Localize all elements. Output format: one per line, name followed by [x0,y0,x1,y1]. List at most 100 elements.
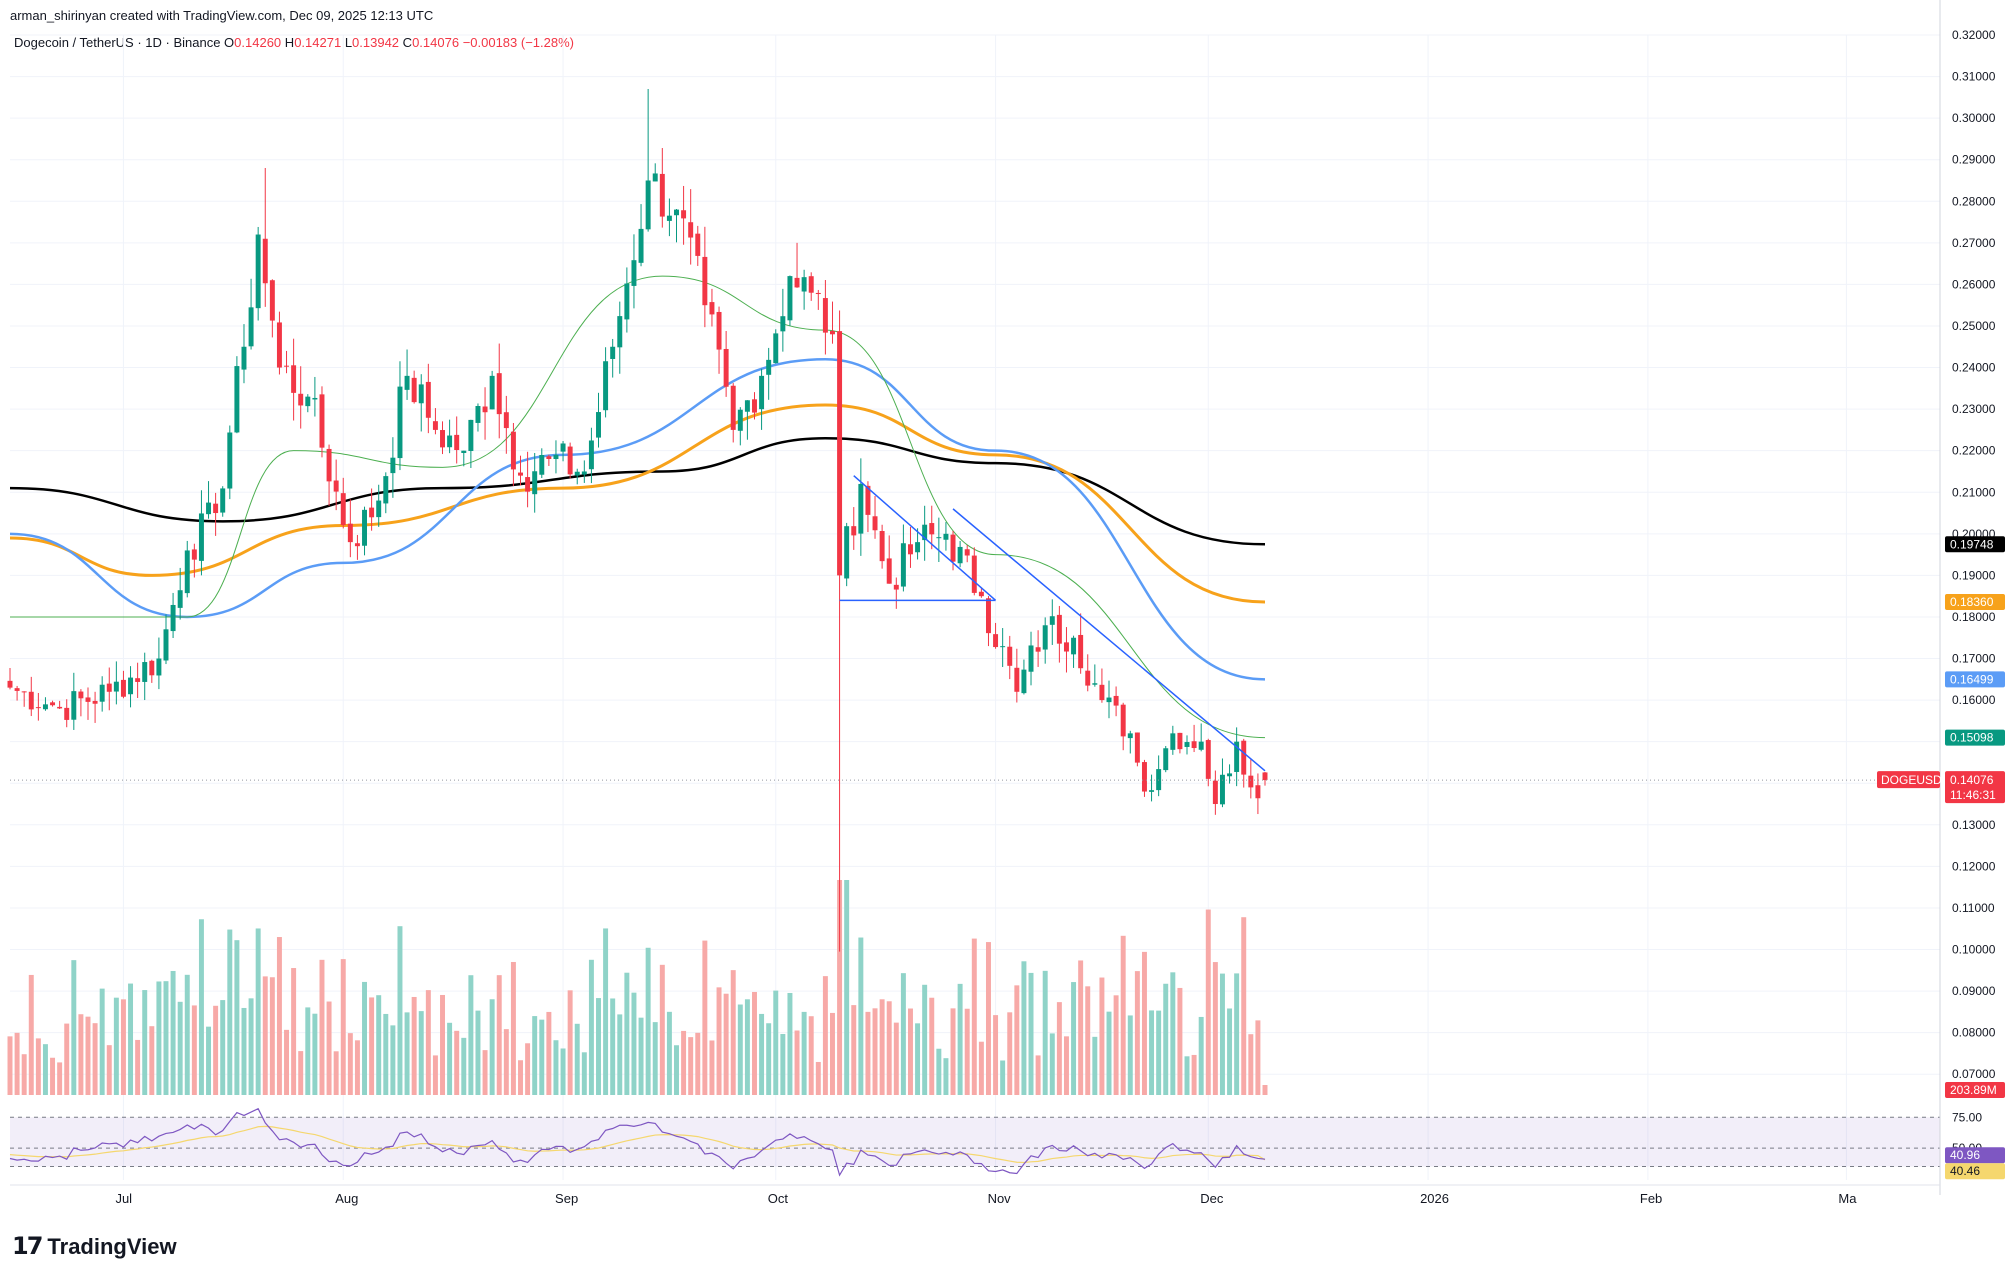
volume-bar [489,999,495,1095]
y-tick-label: 0.32000 [1952,28,1996,42]
tradingview-logo[interactable]: 𝟭𝟳 TradingView [12,1232,177,1261]
candle-body [936,537,942,539]
volume-bar [1078,960,1084,1095]
volume-bar [666,1011,672,1095]
volume-bar [106,1045,112,1095]
volume-bar [1156,1010,1162,1095]
trendlines [10,475,1940,781]
volume-bar [879,999,885,1095]
candle-body [709,302,715,315]
volume-bar [234,940,240,1095]
volume-bar [1241,917,1247,1095]
volume-bar [659,964,665,1095]
y-tick-label: 0.12000 [1952,859,1996,873]
volume-bar [744,999,750,1095]
volume-bar [766,1023,772,1095]
candle-body [773,333,779,364]
candle-body [298,393,304,406]
volume-bar [865,1011,871,1095]
high-label: H [284,35,295,50]
volume-bar [64,1023,70,1095]
volume-bar [638,1017,644,1095]
volume-bar [567,990,573,1095]
time-axis: Jul Aug Sep Oct Nov Dec 2026 Feb Ma [10,1184,1940,1206]
candle-body [21,691,27,693]
candle-body [276,322,282,368]
volume-bar [1035,1055,1041,1095]
volume-bar [1014,985,1020,1095]
candle-body [99,684,105,702]
x-tick-label: Feb [1640,1191,1662,1206]
candle-body [539,454,545,475]
candle-body [588,440,594,470]
candle-body [1120,704,1126,737]
y-tick-label: 0.10000 [1952,943,1996,957]
volume-bar [709,1040,715,1095]
volume-bar [617,1014,623,1095]
tradingview-logo-icon: 𝟭𝟳 [12,1233,43,1260]
volume-bar [730,970,736,1095]
price-tags: 0.19748 0.18360 0.16499 0.15098 DOGEUSDT 0.14… [1877,536,2005,1180]
volume-bar [801,1011,807,1095]
volume-bar [340,959,346,1095]
volume-bar [1049,1033,1055,1095]
volume-bar [936,1048,942,1095]
volume-bar [723,993,729,1095]
volume-bar [950,1008,956,1095]
volume-bar [319,959,325,1095]
candle-body [1234,741,1240,772]
volume-bar [333,1051,339,1095]
candle-body [57,706,63,709]
volume-bar [815,1061,821,1095]
volume-bar [1191,1054,1197,1095]
volume-bar [560,1048,566,1095]
candle-body [546,456,552,459]
candle-body [858,483,864,534]
volume-bar [773,990,779,1095]
volume-bar [716,987,722,1095]
y-tick-label: 0.18000 [1952,610,1996,624]
candle-body [1248,775,1254,788]
volume-bar [794,1030,800,1095]
volume-bar [440,994,445,1095]
candle-body [993,634,999,648]
volume-bar [149,1026,155,1095]
volume-bar [1042,970,1048,1095]
x-tick-label: Aug [335,1191,358,1206]
candle-body [681,210,687,219]
volume-bar [1000,1060,1006,1095]
candle-body [149,660,155,676]
candle-body [340,493,346,526]
candle-body [879,531,885,562]
candle-body [915,542,921,553]
candle-body [64,707,70,720]
volume-bar [652,1022,658,1095]
volume-bar [553,1040,559,1095]
candle-body [432,421,438,430]
volume-bar [14,1032,20,1095]
candle-body [362,509,368,546]
candle-body [893,584,899,590]
x-tick-label: Ma [1838,1191,1857,1206]
candle-body [1198,741,1204,750]
volume-bar [525,1043,531,1095]
candles [7,89,1268,952]
x-tick-label: Jul [115,1191,132,1206]
candle-body [985,598,991,634]
candle-body [468,419,474,451]
volume-bar [35,1038,41,1095]
volume-bar [518,1060,523,1095]
volume-bar [1007,1012,1013,1095]
volume-bar [50,1057,56,1095]
volume-bar [808,1016,814,1095]
volume-bar [858,937,864,1095]
candle-body [631,260,637,286]
candle-body [759,375,765,410]
volume-bar [1099,977,1105,1095]
volume-bar [113,997,119,1095]
candle-body [1021,669,1027,694]
volume-bar [425,990,431,1095]
volume-bar [227,929,233,1095]
candle-body [120,679,126,697]
